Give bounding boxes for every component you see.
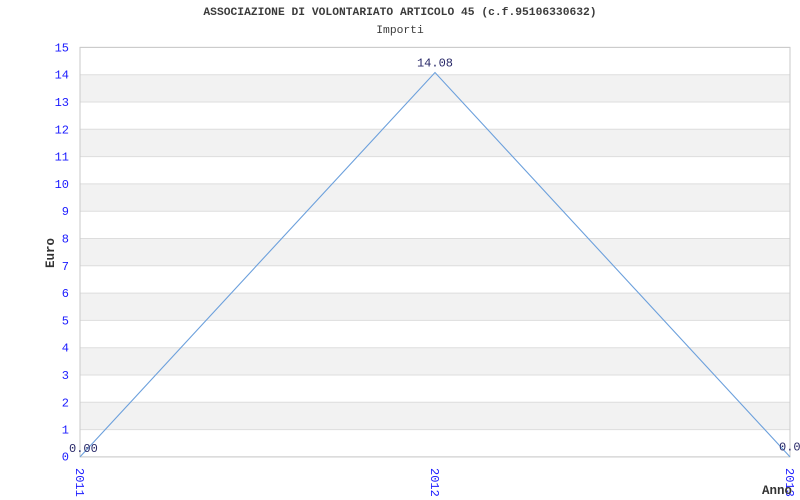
svg-text:2012: 2012 xyxy=(427,468,441,497)
svg-text:13: 13 xyxy=(55,96,69,110)
svg-text:14: 14 xyxy=(55,69,69,83)
svg-text:8: 8 xyxy=(62,233,69,247)
svg-text:12: 12 xyxy=(55,123,69,137)
svg-text:0.00: 0.00 xyxy=(779,441,800,455)
svg-text:1: 1 xyxy=(62,424,69,438)
svg-text:Euro: Euro xyxy=(44,238,58,268)
svg-text:10: 10 xyxy=(55,178,69,192)
svg-text:Anno: Anno xyxy=(762,484,792,498)
svg-text:0: 0 xyxy=(62,450,69,464)
svg-text:6: 6 xyxy=(62,287,69,301)
svg-text:2011: 2011 xyxy=(72,468,86,497)
svg-text:4: 4 xyxy=(62,342,69,356)
svg-text:2: 2 xyxy=(62,396,69,410)
svg-text:11: 11 xyxy=(55,151,69,165)
svg-text:15: 15 xyxy=(55,41,69,55)
svg-text:5: 5 xyxy=(62,314,69,328)
svg-text:14.08: 14.08 xyxy=(417,57,453,71)
svg-text:7: 7 xyxy=(62,260,69,274)
svg-text:0.00: 0.00 xyxy=(69,442,98,456)
svg-text:3: 3 xyxy=(62,369,69,383)
svg-text:9: 9 xyxy=(62,205,69,219)
